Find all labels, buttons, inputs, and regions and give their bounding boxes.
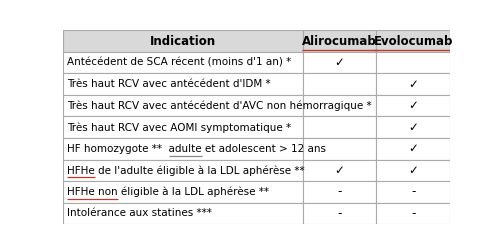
Bar [376, 203, 450, 224]
Text: -: - [411, 185, 416, 198]
Text: -: - [338, 207, 342, 220]
Text: HF homozygote **  adulte: HF homozygote ** adulte [67, 144, 202, 154]
Text: Intolérance aux statines ***: Intolérance aux statines *** [67, 208, 212, 218]
Bar [303, 116, 376, 138]
Bar [303, 160, 376, 181]
Text: ✓: ✓ [408, 142, 418, 155]
Text: Antécédent de SCA récent (moins d'1 an) *: Antécédent de SCA récent (moins d'1 an) … [67, 57, 292, 68]
Text: Très haut RCV avec antécédent d'AVC non hémorragique *: Très haut RCV avec antécédent d'AVC non … [67, 101, 372, 111]
Bar [376, 52, 450, 73]
Text: HF homozygote **  adulte et adolescent > 12 ans: HF homozygote ** adulte et adolescent > … [67, 144, 326, 154]
Bar [376, 73, 450, 95]
Bar [62, 160, 303, 181]
Text: ✓: ✓ [408, 164, 418, 177]
Bar [303, 203, 376, 224]
Bar [62, 138, 303, 160]
Bar [376, 116, 450, 138]
Bar [62, 181, 303, 203]
Bar [376, 30, 450, 52]
Text: ✓: ✓ [408, 78, 418, 91]
Text: HFHe de l'adulte éligible à la LDL aphérèse **: HFHe de l'adulte éligible à la LDL aphér… [67, 165, 305, 176]
Text: ✓: ✓ [408, 121, 418, 134]
Text: HFHe: HFHe [67, 165, 95, 175]
Bar [62, 52, 303, 73]
Bar [62, 95, 303, 116]
Text: ✓: ✓ [334, 164, 344, 177]
Bar [376, 160, 450, 181]
Text: -: - [338, 185, 342, 198]
Bar [303, 181, 376, 203]
Text: Alirocumab: Alirocumab [302, 35, 377, 48]
Text: ✓: ✓ [334, 56, 344, 69]
Bar [62, 203, 303, 224]
Bar [376, 138, 450, 160]
Bar [376, 95, 450, 116]
Bar [303, 95, 376, 116]
Bar [303, 52, 376, 73]
Bar [62, 116, 303, 138]
Bar [303, 73, 376, 95]
Bar [62, 73, 303, 95]
Bar [376, 181, 450, 203]
Text: ✓: ✓ [408, 99, 418, 112]
Bar [303, 138, 376, 160]
Bar [303, 30, 376, 52]
Text: Evolocumab: Evolocumab [374, 35, 453, 48]
Text: HFHe non: HFHe non [67, 187, 118, 197]
Text: -: - [411, 207, 416, 220]
Text: Indication: Indication [150, 35, 216, 48]
Text: Très haut RCV avec antécédent d'IDM *: Très haut RCV avec antécédent d'IDM * [67, 79, 271, 89]
Text: Evolocumab: Evolocumab [374, 35, 453, 48]
Text: Très haut RCV avec AOMI symptomatique *: Très haut RCV avec AOMI symptomatique * [67, 122, 292, 133]
Text: Alirocumab: Alirocumab [302, 35, 377, 48]
Text: HFHe non éligible à la LDL aphérèse **: HFHe non éligible à la LDL aphérèse ** [67, 187, 269, 197]
Bar [62, 30, 303, 52]
Text: HF homozygote **: HF homozygote ** [67, 144, 168, 154]
